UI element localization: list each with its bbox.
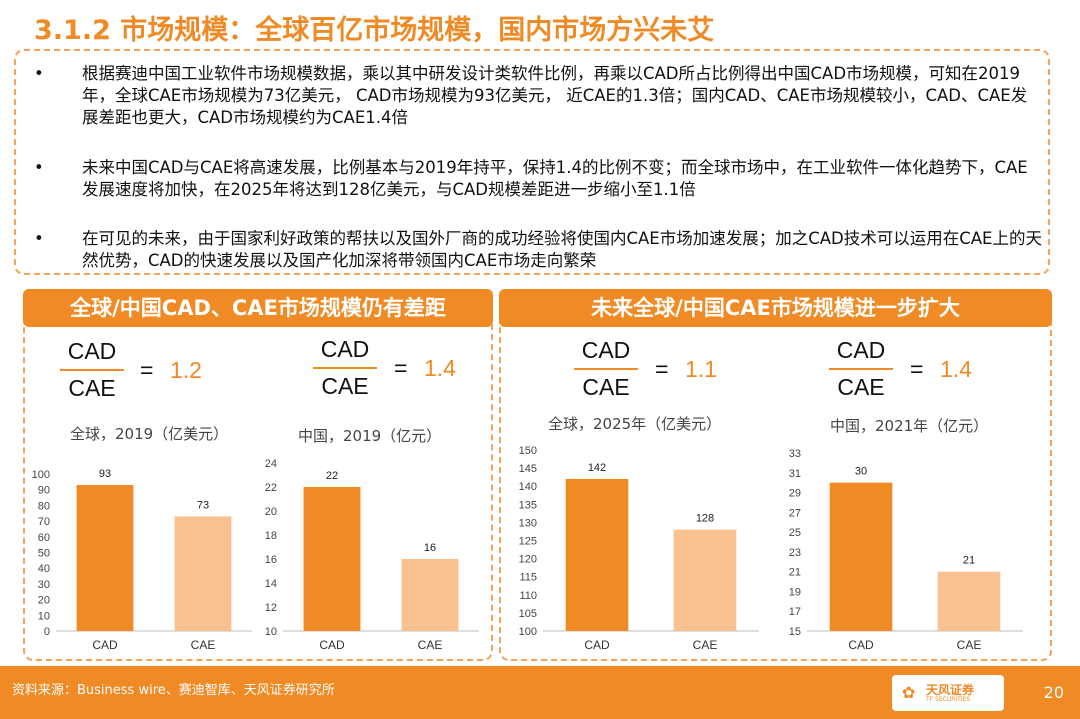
equals-sign: = [655, 356, 669, 382]
fraction-denominator: CAE [582, 374, 630, 400]
footer-bar: 资料来源：Business wire、赛迪智库、天风证券研究所 ✿ 天风证券 T… [0, 666, 1080, 719]
chart-subtitle: 中国，2019（亿元） [298, 427, 442, 445]
fraction-bar [574, 368, 638, 370]
source-note: 资料来源：Business wire、赛迪智库、天风证券研究所 [12, 683, 335, 698]
logo-flower-icon: ✿ [902, 683, 916, 702]
equals-sign: = [394, 355, 408, 381]
fraction-denominator: CAE [321, 373, 369, 399]
ratio-value: 1.2 [170, 357, 202, 383]
fraction-denominator: CAE [837, 374, 885, 400]
ratio-fraction: CAD CAE [313, 336, 377, 400]
fraction-bar [313, 367, 377, 369]
chart-subtitle: 中国，2021年（亿元） [830, 417, 989, 435]
ratio-fraction: CAD CAE [574, 337, 638, 401]
ratio-value: 1.1 [685, 356, 717, 382]
fraction-numerator: CAD [67, 338, 117, 364]
bullet-text: 未来中国CAD与CAE将高速发展，比例基本与2019年持平，保持1.4的比例不变… [82, 158, 1028, 199]
ratio-fraction: CAD CAE [60, 338, 124, 402]
equals-sign: = [140, 357, 154, 383]
bullet-dot: • [34, 229, 44, 248]
logo-subtext: TF SECURITIES [926, 696, 971, 703]
ratio-value: 1.4 [940, 356, 972, 382]
page-title: 3.1.2 市场规模：全球百亿市场规模，国内市场方兴未艾 [34, 15, 715, 46]
bullet-dot: • [34, 64, 44, 83]
right-panel-title: 未来全球/中国CAE市场规模进一步扩大 [499, 289, 1052, 327]
chart-subtitle: 全球，2025年（亿美元） [548, 415, 722, 433]
fraction-bar [60, 369, 124, 371]
chart-subtitle: 全球，2019（亿美元） [70, 425, 229, 443]
brand-logo: ✿ 天风证券 TF SECURITIES [892, 675, 1004, 711]
bullet-dot: • [34, 158, 44, 177]
ratio-value: 1.4 [424, 355, 456, 381]
ratio-fraction: CAD CAE [829, 337, 893, 401]
page-number: 20 [1043, 683, 1064, 702]
fraction-numerator: CAD [836, 337, 886, 363]
summary-box: • 根据赛迪中国工业软件市场规模数据，乘以其中研发设计类软件比例，再乘以CAD所… [14, 49, 1050, 275]
logo-name: 天风证券 [926, 683, 975, 697]
fraction-denominator: CAE [68, 375, 116, 401]
fraction-bar [829, 368, 893, 370]
equals-sign: = [910, 356, 924, 382]
bullet-text: 在可见的未来，由于国家利好政策的帮扶以及国外厂商的成功经验将使国内CAE市场加速… [82, 229, 1042, 270]
fraction-numerator: CAD [581, 337, 631, 363]
fraction-numerator: CAD [320, 336, 370, 362]
left-panel-title: 全球/中国CAD、CAE市场规模仍有差距 [23, 289, 493, 327]
bullet-text: 根据赛迪中国工业软件市场规模数据，乘以其中研发设计类软件比例，再乘以CAD所占比… [82, 64, 1028, 127]
